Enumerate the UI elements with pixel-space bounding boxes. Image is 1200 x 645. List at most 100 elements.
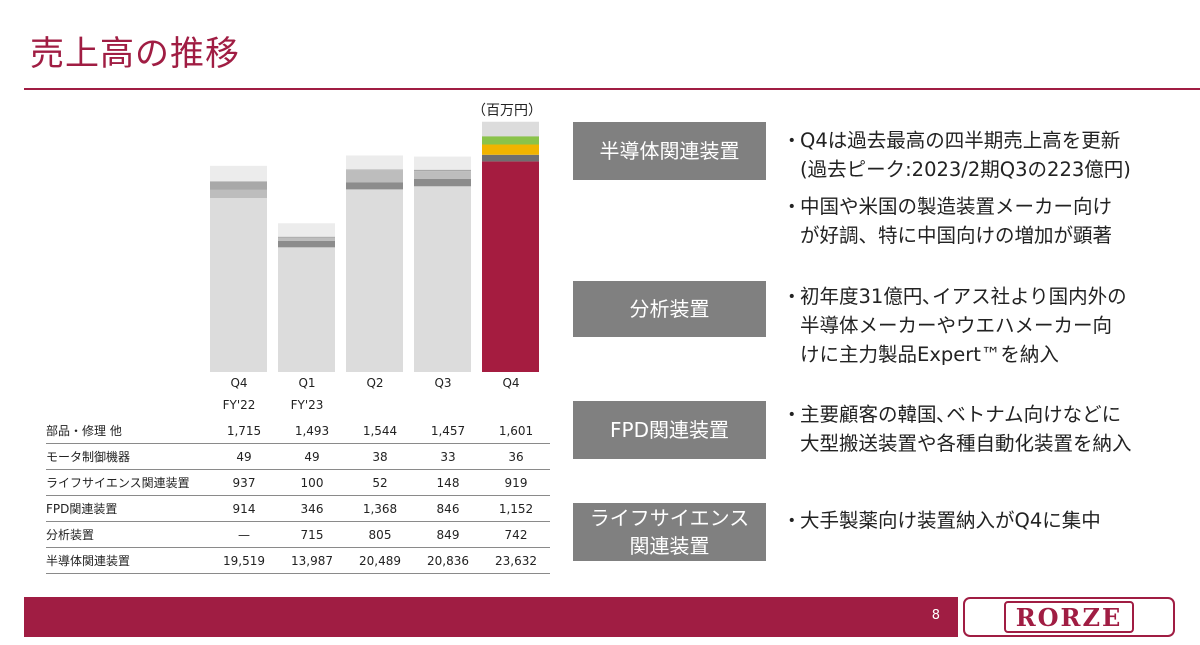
table-cell: 1,152: [498, 501, 534, 516]
table-cell: 914: [232, 501, 256, 516]
stacked-bar-chart: [210, 121, 539, 372]
page-number: 8: [931, 608, 940, 623]
row-label: モータ制御機器: [46, 450, 131, 464]
bar-segment: [482, 161, 539, 372]
bullet-mark: ・: [782, 195, 802, 218]
table-cell: 742: [504, 527, 528, 542]
segment-box-semiconductor: 半導体関連装置: [573, 122, 766, 180]
bullet-mark: ・: [782, 285, 802, 308]
table-cell: 36: [508, 449, 524, 464]
table-cell: —: [238, 527, 250, 542]
unit-label: （百万円）: [472, 103, 542, 119]
table-cell: 937: [232, 475, 256, 490]
quarter-label: Q2: [366, 376, 384, 390]
bar-segment: [278, 236, 335, 238]
table-row: モータ制御機器 49 49 38 33 36: [46, 444, 550, 470]
table-cell: 1,715: [226, 423, 262, 438]
table-row: ライフサイエンス関連装置 937 100 52 148 919: [46, 470, 550, 496]
bar-segment: [346, 170, 403, 183]
bar-segment: [278, 240, 335, 248]
table-cell: 919: [504, 475, 528, 490]
bar-segment: [414, 169, 471, 172]
quarter-label: Q4: [230, 376, 248, 390]
page-title: 売上高の推移: [30, 34, 240, 74]
bullet-item: ・ 主要顧客の韓国､ベトナム向けなどに 大型搬送装置や各種自動化装置を納入: [782, 400, 1132, 458]
table-cell: 148: [436, 475, 460, 490]
table-cell: 20,836: [427, 553, 469, 568]
bar-segment: [278, 223, 335, 237]
table-cell: 1,544: [362, 423, 398, 438]
fiscal-year-label: FY'22: [222, 398, 256, 412]
bar-segment: [278, 237, 335, 241]
bar-segment: [414, 171, 471, 179]
bar-segment: [482, 121, 539, 136]
table-cell: 38: [372, 449, 388, 464]
bullet-text: 大手製薬向け装置納入がQ4に集中: [800, 509, 1101, 532]
bar-segment: [482, 144, 539, 155]
bullet-mark: ・: [782, 129, 802, 152]
bullet-item: ・ 大手製薬向け装置納入がQ4に集中: [782, 506, 1101, 535]
row-label: 半導体関連装置: [46, 554, 131, 568]
title-divider: [24, 88, 1200, 90]
table-cell: 19,519: [223, 553, 265, 568]
company-logo: RORZE: [963, 597, 1175, 637]
table-cell: 1,457: [430, 423, 466, 438]
bullets-fpd: ・ 主要顧客の韓国､ベトナム向けなどに 大型搬送装置や各種自動化装置を納入: [782, 400, 1132, 466]
bar-segment: [210, 181, 267, 190]
bullet-text: 中国や米国の製造装置メーカー向け が好調、特に中国向けの増加が顕著: [800, 195, 1113, 247]
table-cell: 1,601: [498, 423, 534, 438]
bullet-item: ・ Q4は過去最高の四半期売上高を更新 (過去ピーク:2023/2期Q3の223…: [782, 126, 1131, 184]
bullet-item: ・ 中国や米国の製造装置メーカー向け が好調、特に中国向けの増加が顕著: [782, 192, 1131, 250]
bar-segment: [278, 247, 335, 372]
table-cell: 346: [300, 501, 324, 516]
row-label: ライフサイエンス関連装置: [46, 476, 190, 490]
table-row: 分析装置 — 715 805 849 742: [46, 522, 550, 548]
table-cell: 13,987: [291, 553, 333, 568]
bar-segment: [210, 165, 267, 182]
segment-box-fpd: FPD関連装置: [573, 401, 766, 459]
table-cell: 849: [436, 527, 460, 542]
table-cell: 52: [372, 475, 388, 490]
quarter-label: Q1: [298, 376, 316, 390]
table-cell: 846: [436, 501, 460, 516]
table-cell: 33: [440, 449, 456, 464]
bar-segment: [210, 198, 267, 372]
segment-box-analysis: 分析装置: [573, 281, 766, 337]
table-cell: 1,493: [294, 423, 330, 438]
quarter-label: Q3: [434, 376, 452, 390]
table-row: 半導体関連装置 19,519 13,987 20,489 20,836 23,632: [46, 548, 550, 574]
row-label: 分析装置: [46, 528, 95, 542]
table-cell: 1,368: [362, 501, 398, 516]
bar-segment: [414, 156, 471, 170]
bar-segment: [210, 189, 267, 199]
table-cell: 20,489: [359, 553, 401, 568]
segment-box-lifescience: ライフサイエンス 関連装置: [573, 503, 766, 561]
bullet-text: Q4は過去最高の四半期売上高を更新 (過去ピーク:2023/2期Q3の223億円…: [800, 129, 1131, 181]
bar-segment: [414, 178, 471, 187]
bullets-lifescience: ・ 大手製薬向け装置納入がQ4に集中: [782, 506, 1101, 543]
bullet-text: 主要顧客の韓国､ベトナム向けなどに 大型搬送装置や各種自動化装置を納入: [800, 403, 1132, 455]
bullets-analysis: ・ 初年度31億円､イアス社より国内外の 半導体メーカーやウエハメーカー向 けに…: [782, 282, 1127, 377]
bar-segment: [482, 154, 539, 162]
table-cell: 715: [300, 527, 324, 542]
bullets-semiconductor: ・ Q4は過去最高の四半期売上高を更新 (過去ピーク:2023/2期Q3の223…: [782, 126, 1131, 258]
table-cell: 805: [368, 527, 392, 542]
table-row: 部品・修理 他 1,715 1,493 1,544 1,457 1,601: [46, 418, 550, 444]
bar-segment: [346, 182, 403, 190]
table-cell: 100: [300, 475, 324, 490]
table-cell: 49: [236, 449, 252, 464]
bar-segment: [346, 189, 403, 372]
table-row: FPD関連装置 914 346 1,368 846 1,152: [46, 496, 550, 522]
bar-segment: [482, 136, 539, 145]
bullet-mark: ・: [782, 509, 802, 532]
bullet-item: ・ 初年度31億円､イアス社より国内外の 半導体メーカーやウエハメーカー向 けに…: [782, 282, 1127, 369]
row-label: FPD関連装置: [46, 502, 118, 516]
footer-bar: 8: [24, 597, 958, 637]
logo-text: RORZE: [1003, 601, 1135, 633]
fiscal-year-label: FY'23: [290, 398, 324, 412]
bullet-mark: ・: [782, 403, 802, 426]
table-cell: 49: [304, 449, 320, 464]
bullet-text: 初年度31億円､イアス社より国内外の 半導体メーカーやウエハメーカー向 けに主力…: [800, 285, 1127, 366]
row-label: 部品・修理 他: [46, 424, 122, 438]
bar-segment: [346, 155, 403, 170]
